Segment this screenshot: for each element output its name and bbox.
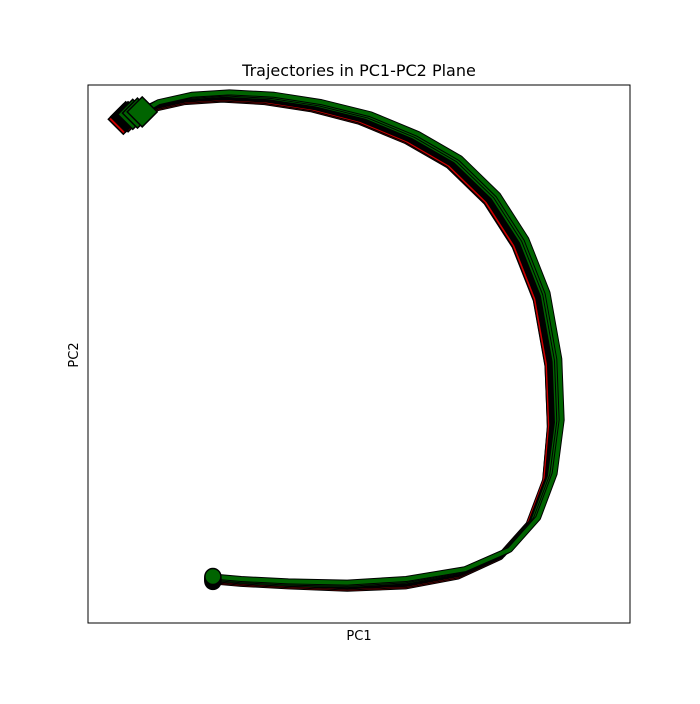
x-axis-label: PC1: [346, 629, 371, 644]
trajectory-line-6: [140, 90, 564, 585]
chart-title: Trajectories in PC1-PC2 Plane: [241, 61, 476, 80]
start-marker-6: [204, 567, 222, 586]
series-layer: [120, 89, 565, 592]
plot-frame: [87, 84, 631, 624]
marker-layer: [107, 95, 222, 591]
end-marker-6: [126, 95, 159, 128]
y-axis-label: PC2: [67, 342, 82, 367]
